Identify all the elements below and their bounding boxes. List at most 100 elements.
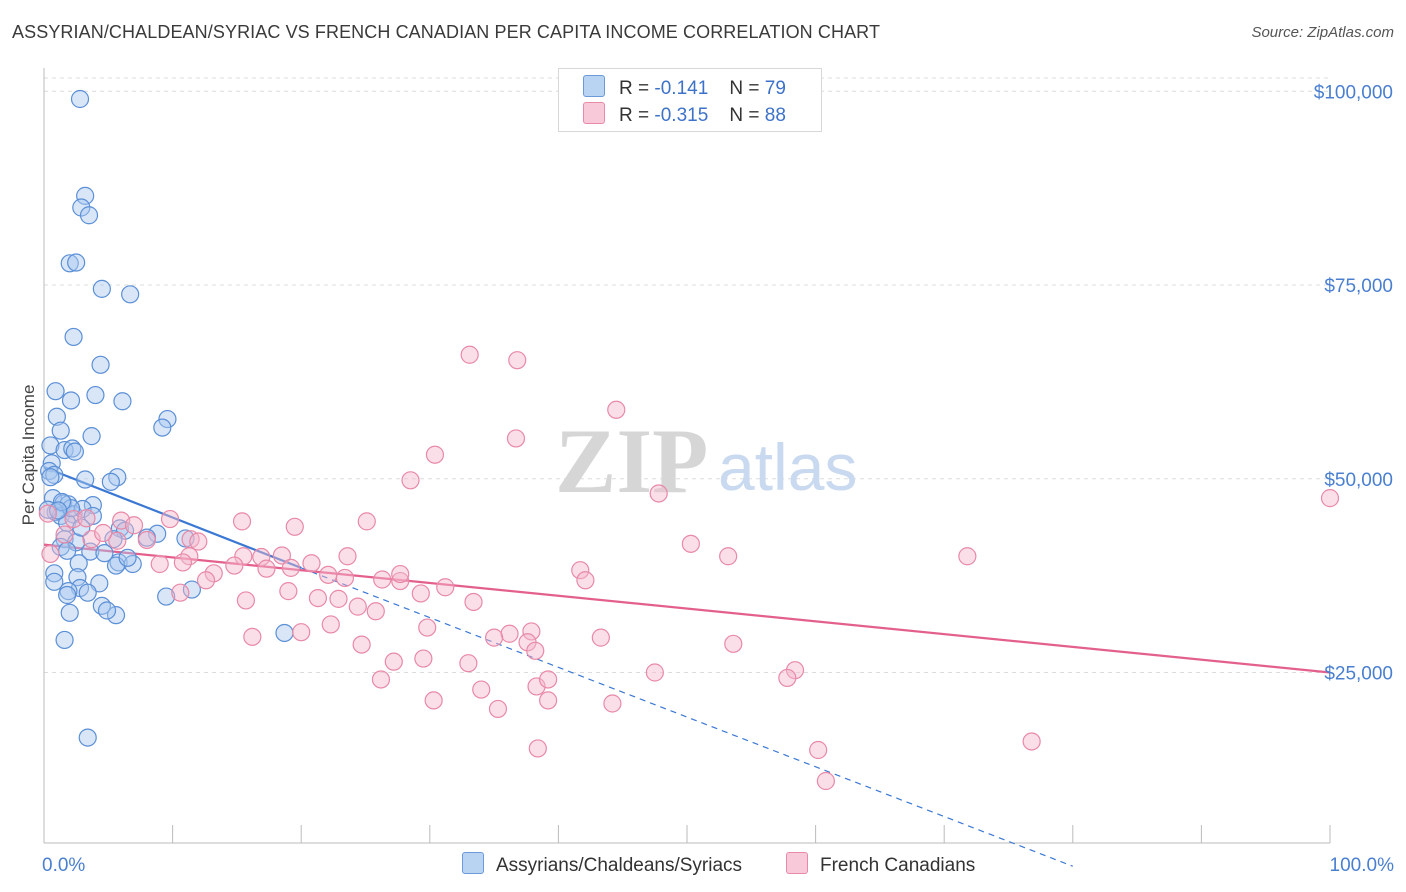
pink-data-point bbox=[77, 509, 96, 528]
pink-data-point bbox=[539, 691, 558, 710]
legend-r-label: R = bbox=[619, 78, 650, 99]
blue-data-point bbox=[65, 442, 84, 461]
pink-data-point bbox=[196, 571, 216, 590]
pink-data-point bbox=[150, 554, 169, 574]
blue-data-point bbox=[92, 279, 111, 298]
axes bbox=[43, 68, 1331, 844]
pink-data-point bbox=[816, 771, 835, 791]
legend-n-label: N = bbox=[729, 105, 760, 126]
blue-data-point bbox=[97, 601, 117, 620]
blue-data-point bbox=[106, 606, 126, 625]
blue-data-point bbox=[55, 630, 74, 650]
pink-data-point bbox=[1022, 732, 1041, 751]
y-tick-label: $100,000 bbox=[1314, 82, 1393, 103]
grid-lines bbox=[44, 77, 1330, 673]
pink-data-point bbox=[571, 561, 590, 580]
x-tick-label: 100.0% bbox=[1330, 855, 1395, 876]
blue-data-point bbox=[38, 500, 57, 519]
pink-data-point bbox=[124, 516, 144, 535]
blue-trend-line bbox=[43, 466, 302, 569]
blue-data-point bbox=[41, 468, 60, 487]
pink-data-point bbox=[527, 677, 546, 696]
pink-data-point bbox=[724, 634, 743, 653]
pink-data-point bbox=[41, 544, 60, 564]
blue-data-point bbox=[148, 524, 167, 543]
pink-data-point bbox=[321, 615, 340, 634]
pink-data-point bbox=[528, 739, 547, 758]
pink-data-point bbox=[414, 649, 433, 668]
watermark-atlas: atlas bbox=[718, 430, 857, 504]
blue-data-point bbox=[60, 603, 79, 622]
pink-data-point bbox=[391, 564, 410, 584]
blue-data-point bbox=[158, 409, 177, 429]
legend-row-pink: R = -0.315 N = 88 bbox=[583, 102, 786, 128]
pink-data-point bbox=[302, 554, 321, 573]
legend-r-value: -0.315 bbox=[654, 105, 709, 126]
legend-n-value: 88 bbox=[764, 105, 786, 126]
blue-data-point bbox=[70, 89, 90, 109]
blue-data-point bbox=[64, 327, 83, 347]
blue-data-point bbox=[76, 186, 95, 205]
pink-data-point bbox=[371, 670, 391, 689]
y-axis-label: Per Capita Income bbox=[19, 385, 38, 526]
blue-data-point bbox=[79, 206, 99, 225]
pink-data-point bbox=[464, 592, 483, 612]
blue-data-point bbox=[86, 385, 105, 405]
blue-data-point bbox=[60, 254, 79, 273]
pink-data-point bbox=[576, 571, 595, 590]
watermark: ZIP atlas bbox=[555, 410, 857, 512]
y-tick-label: $75,000 bbox=[1324, 276, 1393, 297]
blue-data-point bbox=[46, 382, 65, 401]
blue-data-point bbox=[153, 418, 172, 437]
y-tick-label: $25,000 bbox=[1324, 664, 1393, 685]
blue-data-point bbox=[68, 568, 87, 587]
pink-data-point bbox=[645, 663, 664, 682]
blue-data-point bbox=[118, 548, 137, 567]
x-tick-label: 0.0% bbox=[42, 855, 85, 876]
blue-data-point bbox=[76, 470, 95, 489]
legend-n-value: 79 bbox=[764, 78, 786, 99]
pink-data-point bbox=[357, 512, 376, 531]
pink-data-point bbox=[526, 641, 545, 660]
blue-data-point bbox=[63, 439, 82, 458]
blue-data-point bbox=[101, 472, 120, 491]
blue-data-point bbox=[82, 427, 101, 446]
blue-data-point bbox=[49, 501, 68, 520]
pink-data-point bbox=[189, 532, 208, 551]
legend-swatch-blue bbox=[583, 75, 605, 97]
pink-data-point bbox=[958, 547, 977, 566]
blue-data-point bbox=[275, 623, 294, 643]
blue-data-point bbox=[67, 253, 86, 272]
bottom-legend-swatch-pink bbox=[786, 852, 808, 874]
legend-swatch-pink bbox=[583, 102, 605, 124]
pink-data-point bbox=[411, 584, 430, 603]
pink-data-point bbox=[539, 670, 558, 689]
legend-r-label: R = bbox=[619, 105, 650, 126]
pink-data-point bbox=[252, 547, 271, 567]
blue-data-point bbox=[78, 728, 97, 747]
pink-data-point bbox=[55, 525, 74, 544]
pink-data-point bbox=[38, 504, 57, 523]
blue-data-point bbox=[61, 391, 81, 410]
blue-data-point bbox=[47, 407, 66, 426]
blue-data-point bbox=[58, 585, 77, 605]
pink-data-point bbox=[272, 546, 292, 565]
legend-r-value: -0.141 bbox=[654, 78, 709, 99]
pink-data-point bbox=[64, 509, 83, 529]
pink-data-point bbox=[391, 571, 410, 591]
pink-data-point bbox=[352, 635, 371, 654]
pink-data-point bbox=[459, 654, 478, 673]
pink-data-point bbox=[204, 564, 223, 583]
pink-data-point bbox=[94, 523, 113, 543]
blue-trend-extension bbox=[300, 567, 1074, 867]
pink-data-point bbox=[649, 484, 668, 503]
legend-n-label: N = bbox=[729, 78, 760, 99]
pink-data-point bbox=[719, 547, 738, 566]
pink-data-point bbox=[522, 622, 541, 641]
data-points bbox=[38, 89, 1340, 791]
pink-data-point bbox=[506, 429, 526, 448]
pink-data-point bbox=[778, 668, 797, 688]
pink-data-point bbox=[225, 556, 244, 575]
blue-data-point bbox=[182, 580, 201, 599]
tick-labels: $25,000 $50,000 $75,000 $100,000 0.0% 100.0% bbox=[42, 82, 1394, 876]
